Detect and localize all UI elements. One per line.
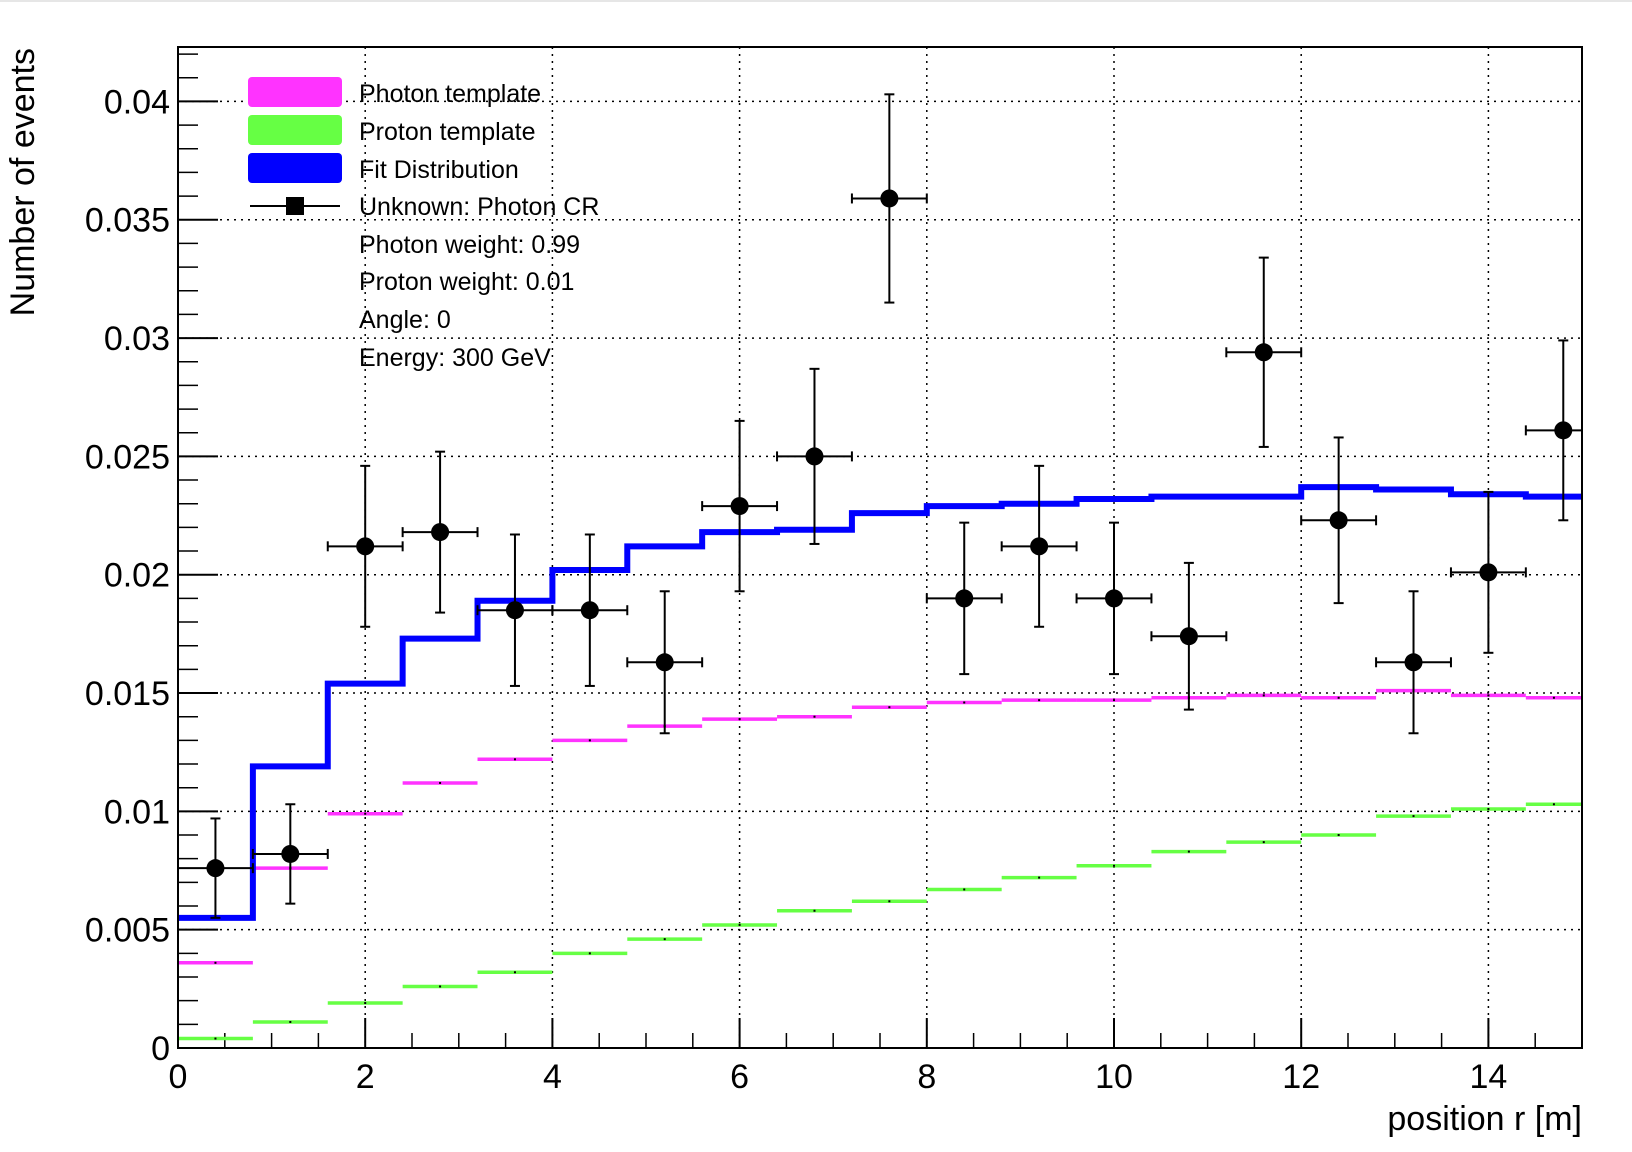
data-marker <box>1105 589 1123 608</box>
data-point <box>1225 256 1303 448</box>
data-point <box>1300 436 1378 605</box>
annotation-photon-weight: Photon weight: 0.99 <box>359 231 580 259</box>
data-marker <box>880 189 899 208</box>
data-point <box>1000 464 1078 628</box>
x-tick-label: 2 <box>356 1058 375 1096</box>
y-tick-label: 0.005 <box>85 912 170 950</box>
data-point <box>626 590 704 735</box>
x-axis-title: position r [m] <box>1387 1100 1582 1138</box>
legend-swatch-proton <box>248 115 342 145</box>
data-point <box>1075 521 1153 676</box>
data-marker <box>805 447 824 466</box>
data-marker <box>1479 563 1498 582</box>
data-marker <box>431 523 450 542</box>
data-marker <box>1254 343 1273 362</box>
data-marker <box>206 859 225 878</box>
x-tick-label: 6 <box>730 1058 749 1096</box>
data-point <box>701 419 779 593</box>
data-marker <box>1179 627 1198 646</box>
x-tick-label: 4 <box>543 1058 562 1096</box>
x-tick-label: 14 <box>1469 1058 1507 1096</box>
legend-swatch-photon <box>248 77 342 107</box>
data-point <box>850 93 928 304</box>
legend-swatch-fit <box>248 153 342 183</box>
legend-label-data: Unknown: Photon CR <box>359 193 599 221</box>
x-tick-label: 0 <box>169 1058 188 1096</box>
data-point <box>1524 339 1582 522</box>
x-tick-label: 10 <box>1095 1058 1133 1096</box>
y-axis-title: Number of events <box>4 48 42 316</box>
data-point <box>1375 590 1452 735</box>
top-border <box>0 0 1632 2</box>
y-tick-labels: 0 0.005 0.01 0.015 0.02 0.025 0.03 0.035 0.04 <box>85 83 170 1068</box>
data-marker <box>580 601 599 620</box>
y-tick-label: 0.02 <box>104 557 170 595</box>
legend: Photon template Proton template Fit Dist… <box>248 77 599 372</box>
x-tick-label: 8 <box>917 1058 936 1096</box>
data-marker <box>356 537 375 556</box>
plot-frame <box>177 46 1583 1049</box>
fit-distribution-line <box>178 484 1582 921</box>
y-tick-label: 0.03 <box>104 320 170 358</box>
y-tick-label: 0.04 <box>104 83 170 121</box>
y-tick-label: 0.01 <box>104 793 170 831</box>
data-point <box>776 367 853 545</box>
data-point <box>1449 490 1527 654</box>
data-point <box>401 450 479 614</box>
y-tick-label: 0.015 <box>85 675 170 713</box>
data-point <box>326 464 404 628</box>
data-marker <box>955 589 974 608</box>
legend-marker-square <box>286 197 304 215</box>
plot-background <box>178 47 1582 1048</box>
legend-label-proton: Proton template <box>359 118 536 146</box>
y-tick-label: 0 <box>151 1030 170 1068</box>
data-point <box>1150 561 1228 711</box>
data-point <box>476 533 554 687</box>
legend-label-photon: Photon template <box>359 80 541 108</box>
series-layer <box>177 93 1582 1041</box>
data-marker <box>1404 653 1423 672</box>
data-point <box>251 803 329 905</box>
data-point <box>925 521 1003 676</box>
grid-lines <box>178 47 1582 1048</box>
data-point <box>551 533 629 687</box>
y-tick-label: 0.035 <box>85 202 170 240</box>
annotation-proton-weight: Proton weight: 0.01 <box>359 268 574 296</box>
data-marker <box>505 601 524 620</box>
annotation-angle: Angle: 0 <box>359 306 451 334</box>
data-marker <box>730 497 749 516</box>
data-marker <box>655 653 674 672</box>
data-marker <box>1554 421 1573 440</box>
data-point <box>177 817 254 919</box>
x-tick-labels: 0 2 4 6 8 10 12 14 <box>169 1058 1508 1096</box>
data-marker <box>1030 537 1049 556</box>
data-marker <box>281 844 300 863</box>
y-tick-label: 0.025 <box>85 438 170 476</box>
legend-label-fit: Fit Distribution <box>359 156 519 184</box>
annotation-energy: Energy: 300 GeV <box>359 344 551 372</box>
x-tick-label: 12 <box>1282 1058 1320 1096</box>
data-marker <box>1329 511 1348 530</box>
